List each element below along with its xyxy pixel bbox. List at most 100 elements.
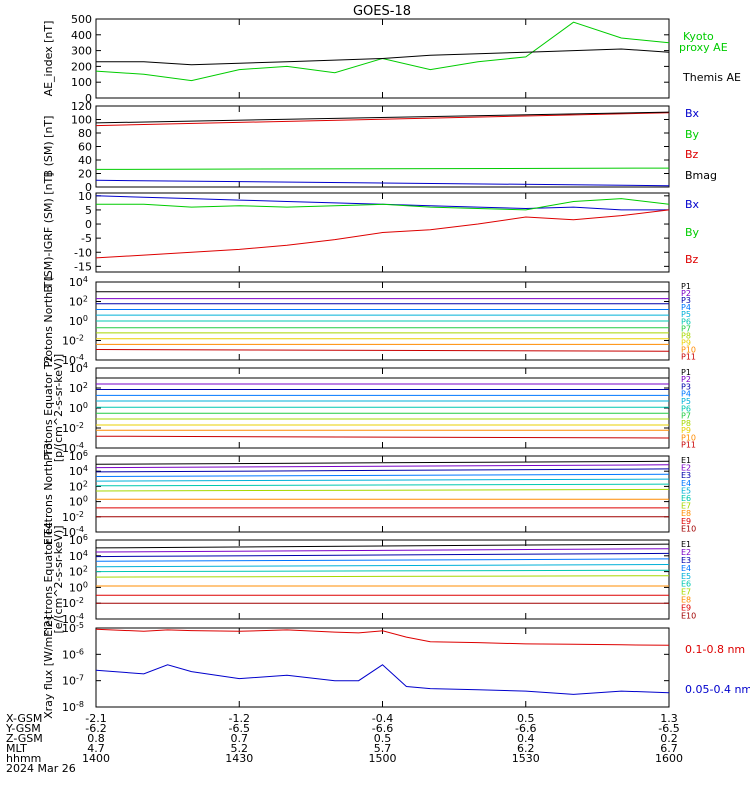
series-line-e4: [95, 473, 670, 477]
y-axis-label: Electrons Equator T4: [42, 522, 55, 637]
legend-entry: E1: [681, 540, 691, 549]
legend-entry: E8: [681, 595, 691, 604]
series-line-e6: [95, 483, 670, 487]
x-row-value: -1.2: [229, 712, 250, 725]
legend-entry: E9: [681, 603, 691, 612]
panel-frame: [95, 105, 670, 188]
y-axis-unit: [e/(cm^2-s-sr-keV)]: [52, 525, 65, 633]
legend-entry: P4: [681, 390, 691, 399]
x-row-value: 1.3: [660, 712, 678, 725]
y-tick-label: 10-4: [62, 525, 84, 539]
series-line-e1: [95, 543, 670, 549]
y-tick-label: 300: [71, 45, 92, 58]
y-tick-label: 400: [71, 29, 92, 42]
y-axis-label: AE_index [nT]: [42, 21, 55, 97]
legend-entry: P7: [681, 324, 691, 333]
x-row-label: hhmm: [6, 752, 41, 765]
legend-entry: P10: [681, 433, 696, 442]
y-axis-label: Protons North T1: [42, 275, 55, 368]
y-tick-label: 10-2: [62, 334, 84, 348]
x-row-value: 0.8: [87, 732, 105, 745]
y-tick-label: 104: [69, 361, 88, 375]
panel-frame: [95, 627, 670, 708]
x-row-value: 5.2: [231, 742, 249, 755]
y-tick-label: 80: [78, 127, 92, 140]
y-tick-label: 10-7: [62, 674, 84, 688]
x-row-value: 1430: [225, 752, 253, 765]
series-line-by: [96, 198, 670, 211]
series-line-bz: [95, 209, 670, 259]
x-row-value: 6.2: [517, 742, 535, 755]
plot-title: GOES-18: [353, 4, 411, 19]
y-tick-label: 40: [78, 154, 92, 167]
y-tick-label: 106: [69, 449, 88, 463]
y-tick-label: 102: [69, 479, 88, 493]
x-axis-table: X-GSM -2.1 -1.2 -0.4 0.5 1.3 Y-GSM -6.2 -6.5 -6.6…: [5, 712, 683, 775]
legend-entry: E1: [681, 456, 691, 465]
y-axis-label: B (SM) [nT]: [42, 116, 55, 178]
x-row-value: 1400: [82, 752, 110, 765]
y-axis-label: Xray flux [W/m^2]: [42, 616, 55, 719]
legend-by: By: [685, 226, 700, 239]
legend-themis-ae: Themis AE: [682, 71, 741, 84]
x-row-value: 5.7: [374, 742, 392, 755]
legend-entry: E8: [681, 509, 691, 518]
x-row-value: 0.5: [374, 732, 392, 745]
y-tick-label: 100: [69, 314, 88, 328]
legend-entry: P8: [681, 419, 691, 428]
y-tick-label: 10-2: [62, 510, 84, 524]
y-tick-label: 100: [69, 495, 88, 509]
legend-entry: E2: [681, 548, 691, 557]
y-tick-label: 10-4: [62, 612, 84, 626]
x-row-value: -6.5: [658, 722, 679, 735]
legend-entry: P6: [681, 404, 691, 413]
legend-entry: P11: [681, 353, 696, 362]
series-line-p11: [95, 435, 670, 439]
x-row-value: 1530: [512, 752, 540, 765]
series-line-e3: [95, 468, 670, 473]
legend-bz: Bz: [685, 253, 699, 266]
y-tick-label: 20: [78, 168, 92, 181]
legend-entry: E10: [681, 524, 696, 533]
series-line-by: [95, 167, 670, 170]
series-line-0-1-0-8-nm: [95, 628, 670, 646]
legend-xray-short: 0.05-0.4 nm: [685, 683, 750, 696]
y-tick-label: 5: [85, 204, 92, 217]
legend-entry: E4: [681, 479, 691, 488]
y-tick-label: -10: [74, 246, 92, 259]
legend-entry: E10: [681, 611, 696, 620]
x-row-value: 0.2: [660, 732, 678, 745]
x-row-value: -0.4: [372, 712, 393, 725]
legend-entry: P4: [681, 303, 691, 312]
y-tick-label: 500: [71, 13, 92, 26]
series-line-e4: [95, 558, 670, 562]
y-tick-label: 100: [69, 401, 88, 415]
legend-entry: P3: [681, 382, 691, 391]
panel-8: 10-5 10-6 10-7 10-8 Xray flux [W/m^2] 0.1-0.8…: [42, 616, 750, 719]
y-tick-label: 100: [69, 580, 88, 594]
series-line-e2: [95, 548, 670, 553]
x-row-value: -6.2: [85, 722, 106, 735]
series-line-p11: [95, 349, 670, 352]
y-axis-label: Electrons North T3: [42, 443, 55, 545]
x-row-value: 0.7: [231, 732, 249, 745]
x-row-label: Z-GSM: [6, 732, 43, 745]
y-tick-label: 0: [85, 92, 92, 105]
series-line-e5: [95, 564, 670, 568]
legend-entry: E3: [681, 556, 691, 565]
legend-entry: E6: [681, 580, 691, 589]
x-row-value: -6.5: [229, 722, 250, 735]
y-tick-label: 60: [78, 141, 92, 154]
y-tick-label: 104: [69, 464, 88, 478]
legend-entry: E7: [681, 588, 691, 597]
legend-entry: E2: [681, 464, 691, 473]
y-tick-label: 102: [69, 295, 88, 309]
x-row-value: -6.6: [515, 722, 536, 735]
series-line-bx: [95, 179, 670, 187]
legend-entry: P9: [681, 339, 691, 348]
legend-entry: P5: [681, 310, 691, 319]
